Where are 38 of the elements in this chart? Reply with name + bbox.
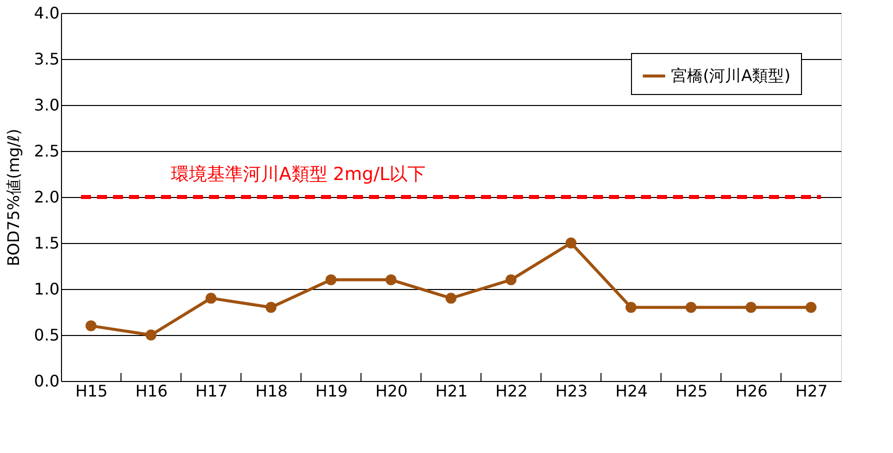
point (806, 302, 816, 313)
point (146, 330, 156, 340)
point (206, 292, 216, 304)
ref-line-label: 環境基準河川A類型 2mg/L以下 (171, 164, 426, 185)
y-tick-label: 3.5 (34, 50, 60, 68)
y-tick-label: 1.5 (34, 234, 60, 252)
point (626, 302, 636, 313)
point (746, 302, 756, 313)
point (566, 238, 576, 248)
y-tick-label: 2.0 (34, 188, 60, 206)
y-tick-label: 1.0 (34, 280, 60, 298)
point (326, 274, 336, 286)
y-tick-label: 3.0 (34, 96, 60, 114)
y-tick-label: 0.0 (34, 372, 60, 390)
y-axis-title: BOD75%値(mg/ℓ) (4, 128, 24, 266)
point (686, 302, 696, 313)
x-tick-label: H18 (255, 382, 288, 400)
x-tick-label: H26 (735, 382, 768, 400)
y-tick-label: 2.5 (34, 142, 60, 160)
x-tick-label: H17 (195, 382, 228, 400)
x-tick-label: H23 (555, 382, 588, 400)
x-tick-label: H22 (495, 382, 528, 400)
point (266, 302, 276, 313)
x-tick-label: H19 (315, 382, 348, 400)
y-tick-label: 4.0 (34, 4, 60, 22)
x-tick-label: H15 (75, 382, 108, 400)
point (86, 320, 96, 332)
point (446, 292, 456, 304)
y-tick-label: 0.5 (34, 326, 60, 344)
point (386, 274, 396, 286)
legend-label: 宮橋(河川A類型) (671, 66, 790, 85)
x-tick-label: H20 (375, 382, 408, 400)
x-tick-label: H27 (795, 382, 828, 400)
x-tick-label: H25 (675, 382, 708, 400)
x-tick-label: H24 (615, 382, 648, 400)
x-tick-label: H21 (435, 382, 468, 400)
x-tick-label: H16 (135, 382, 168, 400)
point (506, 274, 516, 286)
